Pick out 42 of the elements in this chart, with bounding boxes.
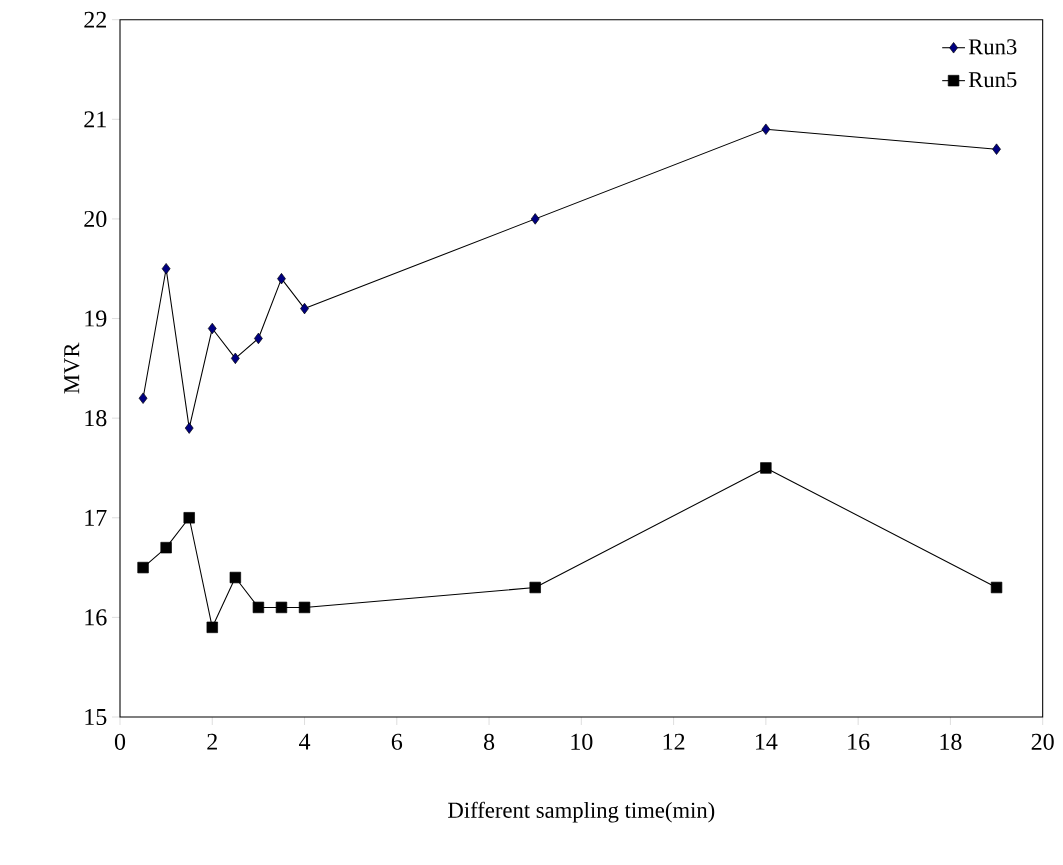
point [207, 322, 217, 335]
y-tick-label: 15 [85, 708, 107, 726]
point [206, 621, 218, 634]
point [990, 581, 1003, 594]
x-axis-title: Different sampling time(min) [448, 801, 715, 823]
x-tick-label: 4 [299, 733, 311, 750]
point [277, 273, 286, 285]
x-tick-label: 0 [114, 733, 126, 750]
y-tick-label: 20 [84, 210, 107, 227]
point [298, 601, 311, 614]
x-tick-label: 8 [483, 733, 495, 750]
y-tick-label: 17 [85, 509, 107, 526]
point [183, 512, 195, 524]
legend-label: Run3 [968, 39, 1017, 55]
x-tick-label: 10 [571, 733, 593, 750]
y-tick-label: 21 [84, 111, 106, 128]
point [229, 571, 242, 584]
point [138, 392, 148, 404]
y-tick-label: 19 [85, 310, 107, 327]
point [161, 263, 171, 275]
point [530, 213, 540, 225]
point [760, 462, 772, 474]
x-tick-label: 12 [663, 733, 685, 750]
point [137, 561, 149, 574]
legend-label: Run5 [968, 72, 1017, 88]
point [184, 422, 194, 434]
y-tick-label: 22 [84, 11, 106, 28]
x-tick-label: 18 [940, 733, 962, 750]
point [992, 143, 1001, 155]
y-axis-title: MVR [64, 342, 80, 394]
point [529, 581, 541, 594]
x-tick-label: 16 [848, 733, 870, 750]
x-tick-label: 14 [755, 733, 778, 750]
x-tick-label: 6 [391, 733, 403, 750]
point [275, 601, 288, 614]
x-tick-label: 20 [1031, 733, 1054, 750]
point [160, 541, 172, 554]
x-tick-label: 2 [207, 733, 217, 750]
y-tick-label: 16 [85, 609, 107, 626]
point [252, 601, 265, 614]
y-tick-label: 18 [85, 410, 107, 427]
point [761, 123, 771, 135]
